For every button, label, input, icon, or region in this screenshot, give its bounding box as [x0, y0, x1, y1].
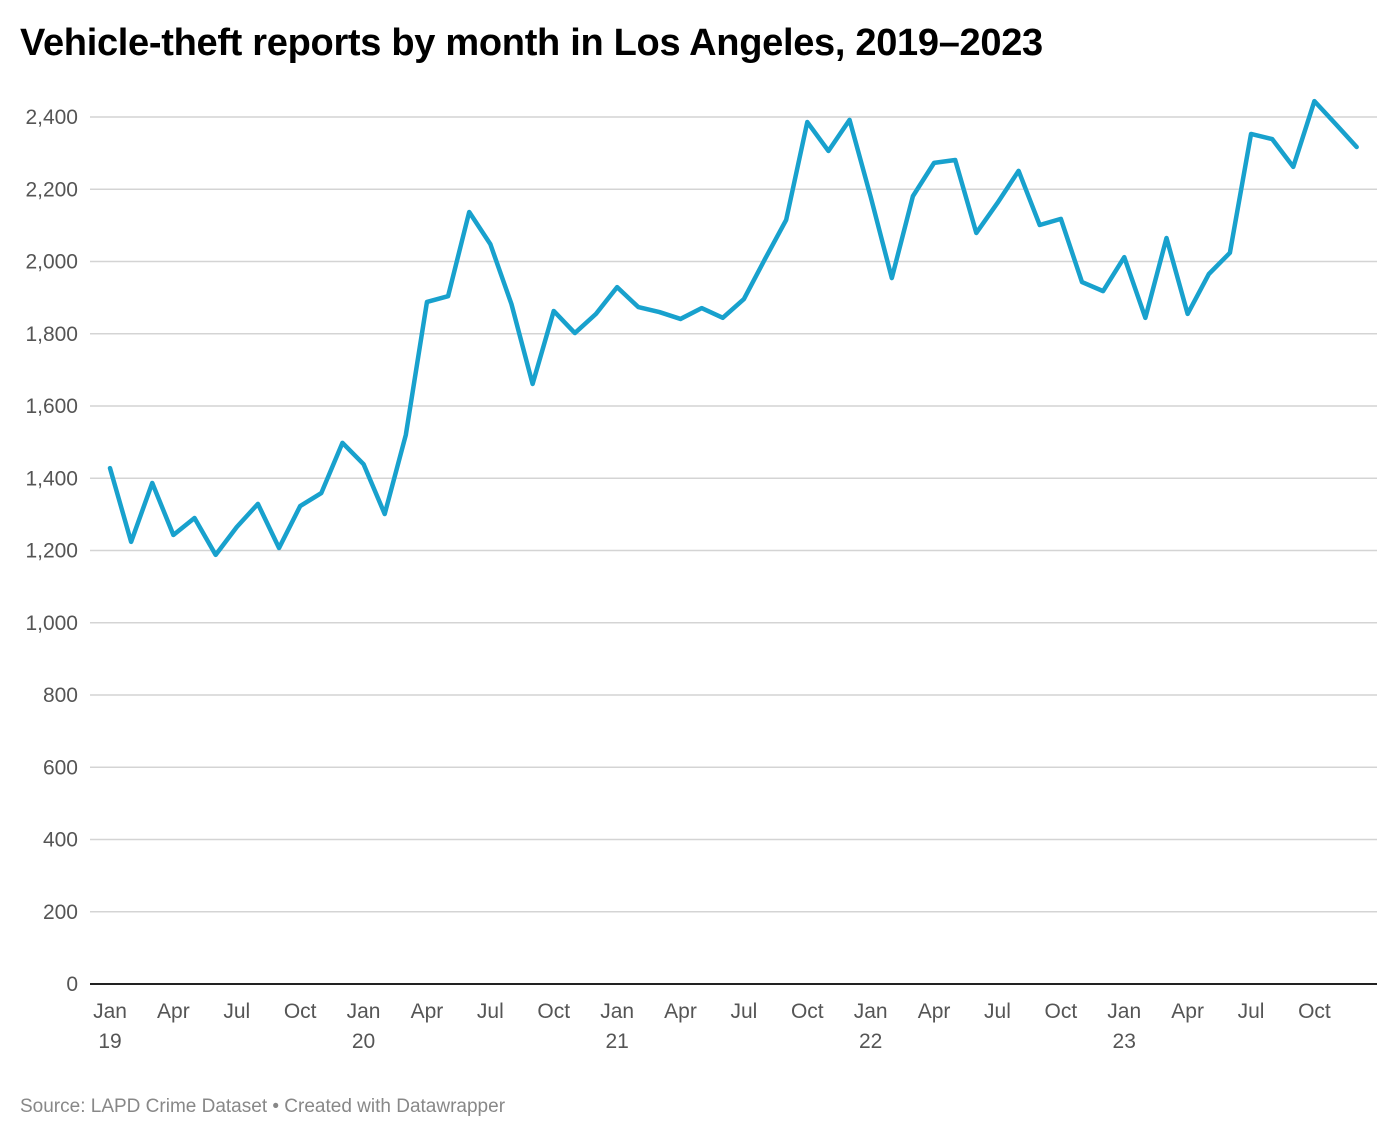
x-tick-year: 20	[352, 1030, 375, 1053]
y-tick-label: 800	[43, 684, 78, 707]
x-tick-label: Apr	[1171, 1000, 1204, 1023]
x-tick-label: Jan	[854, 1000, 888, 1023]
x-tick-label: Oct	[791, 1000, 824, 1023]
source-note: Source: LAPD Crime Dataset • Created wit…	[20, 1096, 506, 1117]
x-tick-label: Apr	[411, 1000, 444, 1023]
y-tick-label: 0	[66, 973, 78, 996]
x-tick-label: Apr	[664, 1000, 697, 1023]
y-tick-label: 400	[43, 829, 78, 852]
x-tick-label: Jul	[477, 1000, 504, 1023]
x-tick-label: Oct	[284, 1000, 317, 1023]
series-line	[107, 98, 1359, 558]
x-tick-label: Jul	[730, 1000, 757, 1023]
y-tick-label: 1,800	[25, 323, 78, 346]
x-tick-label: Oct	[537, 1000, 570, 1023]
x-tick-label: Jan	[93, 1000, 127, 1023]
x-tick-label: Jul	[984, 1000, 1011, 1023]
chart-title: Vehicle-theft reports by month in Los An…	[20, 22, 1043, 64]
y-tick-label: 1,200	[25, 540, 78, 563]
x-tick-label: Jan	[347, 1000, 381, 1023]
x-tick-label: Jan	[600, 1000, 634, 1023]
x-tick-label: Oct	[1045, 1000, 1078, 1023]
x-tick-year: 22	[859, 1030, 882, 1053]
y-tick-label: 2,200	[25, 178, 78, 201]
x-tick-label: Apr	[918, 1000, 951, 1023]
y-tick-label: 600	[43, 756, 78, 779]
y-tick-label: 200	[43, 901, 78, 924]
x-tick-year: 19	[98, 1030, 121, 1053]
x-tick-label: Apr	[157, 1000, 190, 1023]
x-tick-label: Oct	[1298, 1000, 1331, 1023]
x-tick-label: Jan	[1107, 1000, 1141, 1023]
y-tick-label: 1,400	[25, 467, 78, 490]
y-tick-label: 2,400	[25, 106, 78, 129]
y-tick-label: 1,000	[25, 612, 78, 635]
x-tick-label: Jul	[1238, 1000, 1265, 1023]
y-tick-label: 2,000	[25, 251, 78, 274]
y-tick-label: 1,600	[25, 395, 78, 418]
x-tick-year: 21	[605, 1030, 628, 1053]
x-tick-label: Jul	[223, 1000, 250, 1023]
x-tick-year: 23	[1113, 1030, 1136, 1053]
